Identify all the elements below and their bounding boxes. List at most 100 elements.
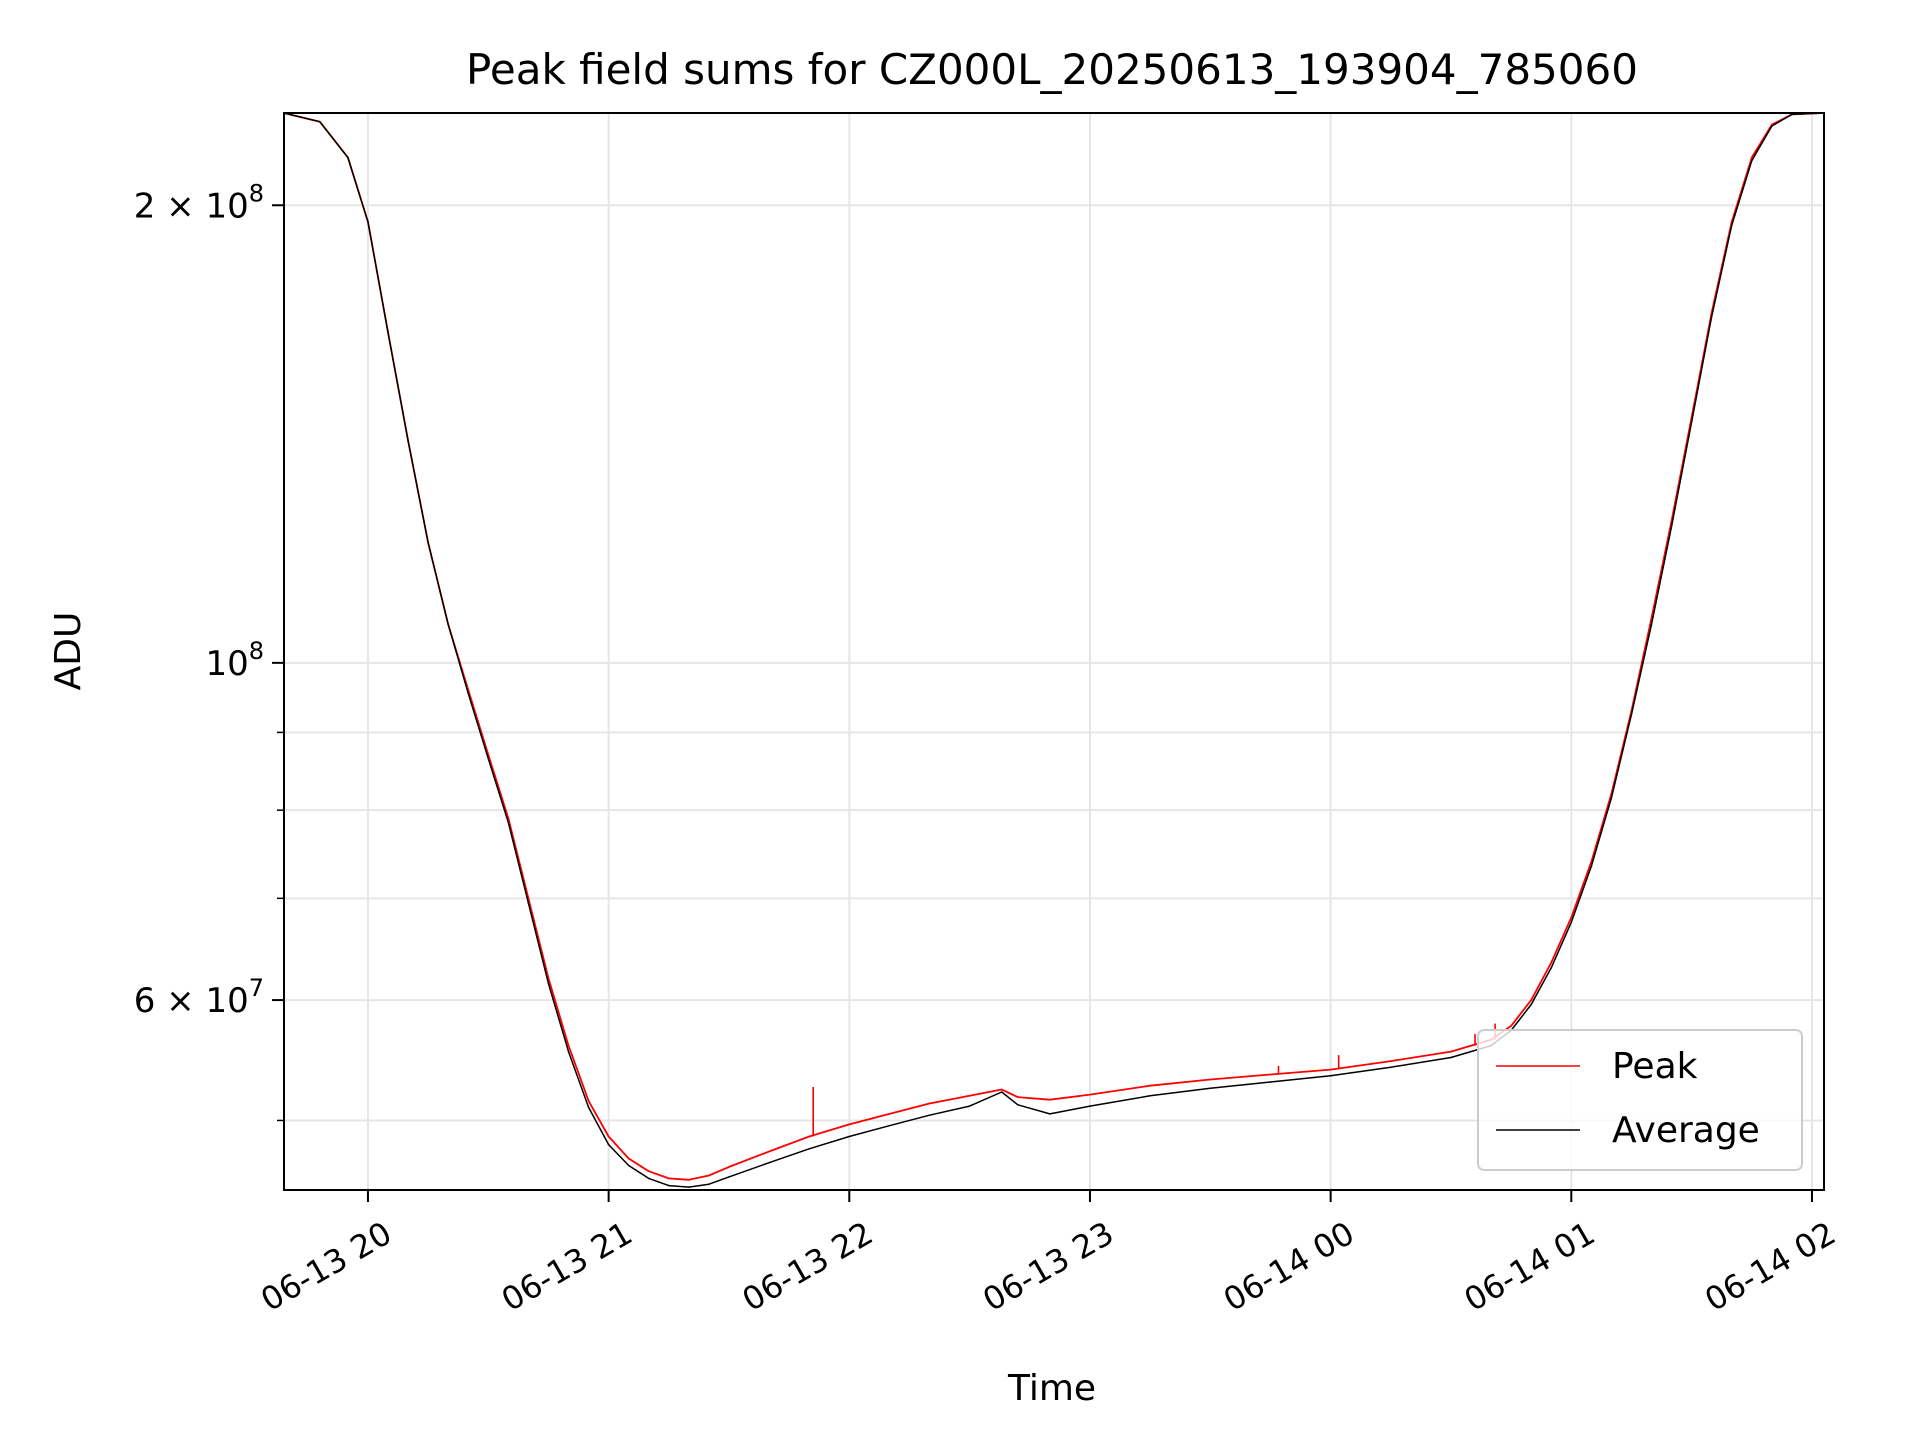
data-point-peak (507, 817, 510, 820)
legend-average-label: Average (1612, 1110, 1760, 1151)
data-point-average (808, 1148, 810, 1150)
data-point-peak (1590, 860, 1593, 863)
data-point-peak (547, 977, 550, 980)
data-point-average (1450, 1056, 1452, 1059)
data-point-average (1149, 1095, 1151, 1097)
data-point-peak (1510, 1025, 1512, 1027)
data-point-average (1710, 315, 1713, 318)
data-point-average (1550, 967, 1552, 969)
data-point-peak (768, 1150, 770, 1153)
data-point-average (567, 1050, 570, 1053)
data-point-average (647, 1177, 650, 1180)
data-point-average (1209, 1087, 1212, 1089)
data-point-peak (1329, 1068, 1332, 1071)
data-point-average (728, 1176, 730, 1178)
data-point-average (1329, 1075, 1332, 1077)
data-point-peak (1049, 1098, 1051, 1101)
data-point-average (487, 757, 490, 760)
legend: Peak Average (1477, 1029, 1803, 1171)
data-point-average (367, 221, 369, 223)
y-tick-label-exponent: 8 (249, 637, 264, 665)
data-point-average (1630, 713, 1633, 716)
data-point-average (447, 623, 450, 626)
data-point-average (1570, 921, 1573, 924)
data-point-average (507, 821, 510, 824)
data-point-peak (587, 1100, 590, 1102)
y-tick-label: 108 (205, 637, 264, 684)
data-point-peak (1570, 916, 1573, 919)
data-point-average (547, 983, 550, 985)
data-point-peak (1000, 1088, 1003, 1091)
data-point-average (928, 1114, 931, 1116)
data-point-average (467, 692, 470, 695)
data-point-peak (848, 1123, 851, 1126)
data-point-peak (647, 1170, 650, 1172)
data-point-peak (1751, 156, 1753, 159)
data-point-peak (1550, 961, 1552, 964)
data-point-average (1771, 125, 1773, 127)
data-point-average (1000, 1091, 1003, 1093)
data-point-average (319, 120, 321, 123)
data-point-average (1530, 1003, 1532, 1006)
data-point-average (527, 902, 530, 904)
data-point-average (768, 1161, 770, 1164)
data-point-peak (1089, 1093, 1091, 1096)
data-point-average (407, 439, 409, 442)
data-point-average (1390, 1066, 1392, 1068)
y-tick-label-exponent: 7 (249, 974, 264, 1002)
series-layer (284, 113, 1824, 1188)
data-point-average (627, 1164, 630, 1167)
data-point-average (1269, 1081, 1272, 1083)
data-point-peak (968, 1095, 971, 1097)
y-tick-label-base: 6 × 10 (134, 981, 249, 1021)
data-point-peak (668, 1177, 670, 1180)
data-point-average (688, 1186, 690, 1188)
data-point-average (1751, 159, 1753, 162)
data-point-average (1650, 623, 1653, 626)
y-tick-label-base: 10 (205, 644, 248, 684)
data-point-peak (1017, 1096, 1019, 1098)
y-tick-label-exponent: 8 (249, 179, 264, 207)
data-point-peak (708, 1174, 710, 1177)
data-point-peak (567, 1044, 570, 1047)
data-point-average (1049, 1113, 1051, 1115)
data-point-peak (1390, 1060, 1392, 1062)
data-point-average (1730, 224, 1733, 227)
data-point-average (387, 331, 389, 334)
data-point-average (1590, 865, 1593, 867)
chart-title: Peak field sums for CZ000L_20250613_1939… (466, 45, 1638, 94)
data-point-peak (808, 1135, 810, 1138)
data-point-average (427, 541, 429, 544)
y-axis-label: ADU (48, 612, 89, 691)
y-tick-label: 6 × 107 (134, 974, 264, 1021)
data-point-average (888, 1124, 891, 1127)
data-point-average (668, 1184, 670, 1187)
y-tick-label: 2 × 108 (134, 179, 264, 226)
data-point-average (1690, 421, 1693, 423)
data-point-peak (607, 1135, 610, 1138)
data-point-peak (888, 1113, 891, 1115)
data-point-peak (1269, 1073, 1272, 1076)
data-point-average (1089, 1105, 1091, 1107)
data-point-peak (688, 1179, 690, 1181)
plot-frame (283, 112, 1825, 1191)
data-point-peak (928, 1102, 931, 1105)
data-point-peak (1530, 999, 1532, 1001)
data-point-peak (1450, 1050, 1452, 1053)
data-point-average (607, 1143, 610, 1146)
data-point-average (1017, 1104, 1019, 1106)
data-point-peak (627, 1157, 630, 1160)
data-point-peak (1650, 617, 1653, 619)
data-point-average (587, 1106, 590, 1109)
data-point-peak (1209, 1078, 1212, 1081)
data-point-average (848, 1135, 851, 1138)
data-point-average (1670, 525, 1673, 527)
data-point-average (1610, 797, 1613, 799)
data-point-peak (728, 1166, 730, 1168)
legend-box (1477, 1029, 1803, 1171)
data-point-peak (1149, 1084, 1151, 1087)
data-point-average (708, 1183, 710, 1185)
data-point-average (347, 156, 349, 159)
legend-peak-label: Peak (1612, 1046, 1698, 1087)
